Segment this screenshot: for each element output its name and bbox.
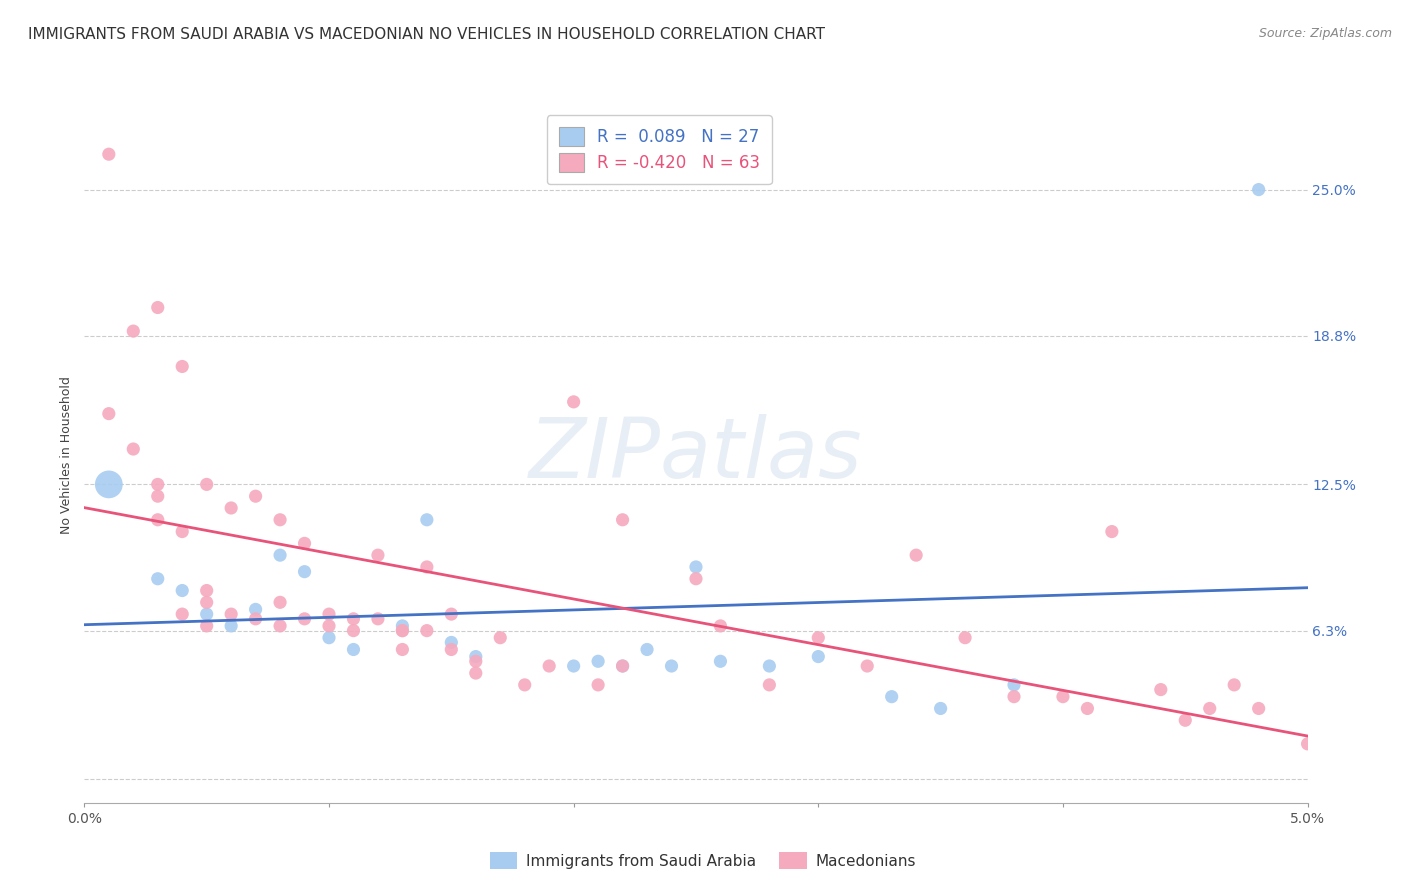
Point (758, 659, 780, 673)
Point (195, 595, 218, 609)
Point (440, 635, 463, 649)
Point (1198, 701, 1220, 715)
Point (416, 624, 439, 638)
Point (612, 513, 634, 527)
Point (269, 619, 291, 633)
Point (440, 607, 463, 621)
Point (146, 301, 169, 315)
Point (856, 659, 879, 673)
Point (636, 642, 658, 657)
Point (146, 477, 169, 491)
Point (612, 659, 634, 673)
Point (391, 642, 413, 657)
Point (807, 631, 830, 645)
Point (195, 477, 218, 491)
Point (318, 631, 340, 645)
Point (342, 612, 364, 626)
Point (342, 624, 364, 638)
Point (905, 548, 928, 562)
Point (269, 548, 291, 562)
Point (709, 654, 731, 668)
Point (146, 489, 169, 503)
Point (195, 619, 218, 633)
Point (1101, 524, 1123, 539)
Point (612, 659, 634, 673)
Point (586, 678, 609, 692)
Point (464, 654, 486, 668)
Point (489, 631, 512, 645)
Point (146, 572, 169, 586)
Point (269, 513, 291, 527)
Point (1076, 701, 1098, 715)
Point (1247, 183, 1270, 197)
Point (953, 631, 976, 645)
Point (807, 649, 830, 664)
Point (318, 607, 340, 621)
Point (245, 489, 267, 503)
Legend: R =  0.089   N = 27, R = -0.420   N = 63: R = 0.089 N = 27, R = -0.420 N = 63 (547, 115, 772, 184)
Point (1223, 678, 1246, 692)
Point (391, 619, 413, 633)
Point (416, 513, 439, 527)
Point (195, 607, 218, 621)
Point (1247, 701, 1270, 715)
Point (97, 147, 120, 161)
Point (391, 624, 413, 638)
Point (97, 407, 120, 421)
Point (97, 477, 120, 491)
Point (929, 701, 952, 715)
Point (172, 583, 194, 598)
Point (269, 595, 291, 609)
Point (709, 619, 731, 633)
Point (294, 536, 316, 550)
Text: IMMIGRANTS FROM SAUDI ARABIA VS MACEDONIAN NO VEHICLES IN HOUSEHOLD CORRELATION : IMMIGRANTS FROM SAUDI ARABIA VS MACEDONI… (28, 27, 825, 42)
Text: ZIPatlas: ZIPatlas (529, 415, 863, 495)
Point (538, 659, 561, 673)
Point (367, 612, 389, 626)
Point (416, 560, 439, 574)
Point (440, 642, 463, 657)
Point (146, 513, 169, 527)
Point (661, 659, 683, 673)
Point (219, 500, 242, 515)
Text: Source: ZipAtlas.com: Source: ZipAtlas.com (1258, 27, 1392, 40)
Point (172, 607, 194, 621)
Point (219, 607, 242, 621)
Point (294, 612, 316, 626)
Point (1296, 737, 1319, 751)
Point (513, 678, 536, 692)
Point (1052, 690, 1074, 704)
Point (245, 602, 267, 616)
Point (122, 324, 145, 338)
Point (880, 690, 903, 704)
Point (245, 612, 267, 626)
Point (586, 654, 609, 668)
Point (562, 395, 585, 409)
Point (294, 565, 316, 579)
Point (685, 560, 707, 574)
Point (122, 442, 145, 456)
Point (1002, 690, 1025, 704)
Point (172, 359, 194, 374)
Point (1002, 678, 1025, 692)
Point (685, 572, 707, 586)
Point (464, 666, 486, 681)
Y-axis label: No Vehicles in Household: No Vehicles in Household (60, 376, 73, 533)
Point (367, 548, 389, 562)
Point (1174, 713, 1197, 727)
Point (464, 649, 486, 664)
Point (1150, 682, 1173, 697)
Point (562, 659, 585, 673)
Point (758, 678, 780, 692)
Point (318, 619, 340, 633)
Point (391, 624, 413, 638)
Point (219, 619, 242, 633)
Point (172, 524, 194, 539)
Point (342, 642, 364, 657)
Legend: Immigrants from Saudi Arabia, Macedonians: Immigrants from Saudi Arabia, Macedonian… (484, 846, 922, 875)
Point (195, 583, 218, 598)
